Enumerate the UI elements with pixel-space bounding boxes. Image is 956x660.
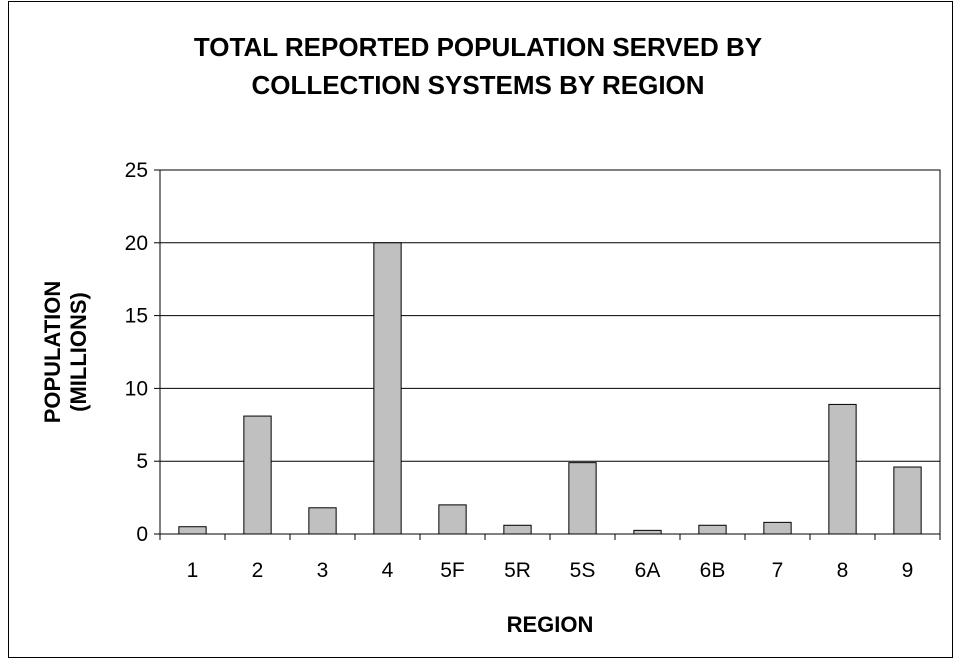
bar-5F — [438, 504, 467, 535]
bar-4 — [373, 242, 402, 535]
gridlines — [160, 242, 940, 462]
bar-8 — [828, 403, 857, 535]
bar-3 — [308, 507, 337, 535]
x-tick-label: 9 — [902, 559, 914, 582]
x-tick-label: 5S — [570, 559, 596, 582]
x-axis-title: REGION — [507, 612, 594, 637]
bar-2 — [243, 415, 272, 535]
y-tick-label: 0 — [136, 523, 148, 546]
axes — [154, 169, 941, 540]
chart-title-line-2: COLLECTION SYSTEMS BY REGION — [251, 70, 705, 100]
bar-5S — [568, 462, 597, 535]
chart-frame — [8, 1, 953, 658]
bar-6B — [698, 524, 727, 535]
bar-7 — [763, 521, 792, 535]
x-tick-label: 5F — [440, 559, 465, 582]
x-tick-label: 4 — [382, 559, 394, 582]
y-tick-label: 20 — [125, 232, 148, 255]
y-axis-title-line-2: (MILLIONS) — [66, 292, 91, 412]
bar-1 — [178, 526, 207, 535]
x-tick-label: 1 — [187, 559, 199, 582]
bar-5R — [503, 524, 532, 535]
x-tick-label: 6A — [635, 559, 661, 582]
bar-6A — [633, 529, 662, 535]
y-tick-label: 5 — [136, 450, 148, 473]
y-tick-label: 10 — [125, 377, 148, 400]
chart-title: TOTAL REPORTED POPULATION SERVED BY COLL… — [0, 28, 956, 104]
bar-9 — [893, 466, 922, 535]
x-tick-label: 3 — [317, 559, 329, 582]
x-tick-label: 7 — [772, 559, 784, 582]
x-tick-label: 2 — [252, 559, 264, 582]
y-tick-label: 25 — [125, 159, 148, 182]
x-tick-label: 6B — [700, 559, 726, 582]
bars — [178, 242, 922, 535]
axis-labels: 0 5 10 15 20 25 1 2 3 4 5F 5R 5S 6A 6B 7 8 9 REGION POPULAT… — [40, 159, 913, 637]
y-tick-label: 15 — [125, 305, 148, 328]
y-axis-title-line-1: POPULATION — [40, 281, 65, 424]
x-tick-label: 8 — [837, 559, 849, 582]
chart-title-line-1: TOTAL REPORTED POPULATION SERVED BY — [193, 32, 763, 62]
plot-area-border — [159, 169, 941, 535]
x-tick-label: 5R — [504, 559, 531, 582]
